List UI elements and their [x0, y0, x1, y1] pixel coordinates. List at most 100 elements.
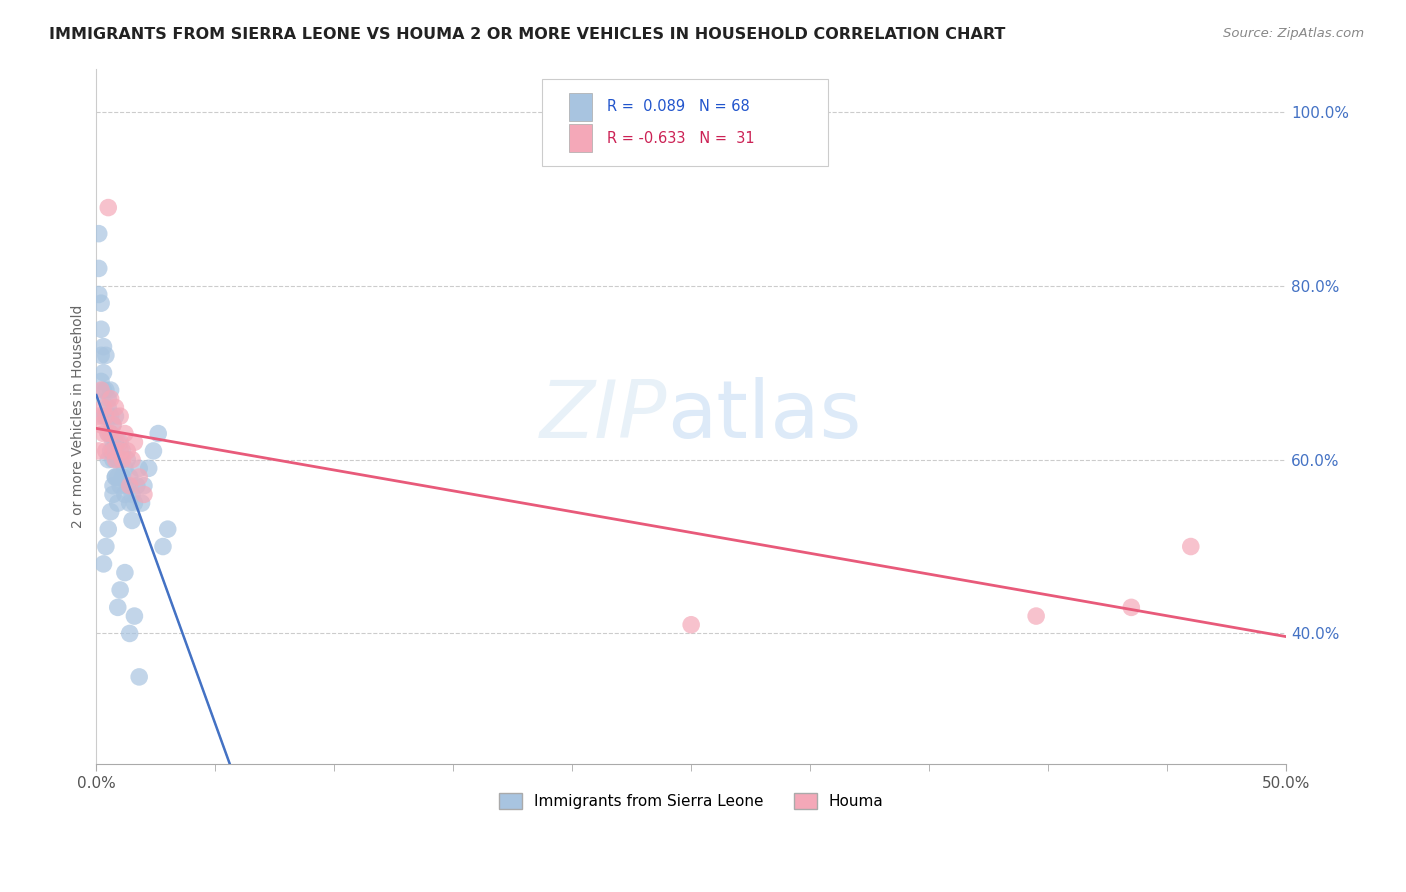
Point — [97, 426, 120, 441]
Point — [107, 452, 129, 467]
Point — [107, 435, 129, 450]
Point — [94, 383, 117, 397]
Point — [128, 670, 150, 684]
Point — [100, 392, 122, 406]
Point — [101, 487, 124, 501]
Point — [121, 513, 143, 527]
Point — [121, 487, 143, 501]
Point — [108, 435, 131, 450]
Point — [100, 426, 122, 441]
Point — [104, 452, 127, 467]
Point — [93, 340, 115, 354]
Point — [101, 444, 124, 458]
Point — [118, 479, 141, 493]
Point — [131, 496, 153, 510]
Point — [97, 452, 120, 467]
Point — [124, 609, 146, 624]
Text: atlas: atlas — [668, 377, 862, 455]
Point — [87, 227, 110, 241]
Point — [94, 348, 117, 362]
Point — [94, 409, 117, 424]
Point — [104, 444, 127, 458]
Point — [142, 444, 165, 458]
Point — [138, 461, 160, 475]
Point — [117, 452, 139, 467]
Point — [114, 461, 136, 475]
Point — [132, 487, 155, 501]
Point — [156, 522, 179, 536]
Point — [94, 540, 117, 554]
Text: ZIP: ZIP — [540, 377, 668, 455]
Point — [101, 435, 124, 450]
Point — [104, 470, 127, 484]
Point — [107, 496, 129, 510]
Point — [90, 375, 112, 389]
Text: IMMIGRANTS FROM SIERRA LEONE VS HOUMA 2 OR MORE VEHICLES IN HOUSEHOLD CORRELATIO: IMMIGRANTS FROM SIERRA LEONE VS HOUMA 2 … — [49, 27, 1005, 42]
Point — [97, 201, 120, 215]
Point — [93, 366, 115, 380]
Point — [94, 444, 117, 458]
Point — [114, 566, 136, 580]
Point — [104, 401, 127, 415]
Point — [104, 470, 127, 484]
Point — [114, 487, 136, 501]
Point — [100, 383, 122, 397]
Point — [118, 496, 141, 510]
Point — [117, 444, 139, 458]
Point — [118, 470, 141, 484]
Point — [681, 617, 703, 632]
Point — [107, 600, 129, 615]
Point — [97, 522, 120, 536]
Point — [100, 426, 122, 441]
Point — [90, 348, 112, 362]
Point — [101, 417, 124, 432]
Point — [128, 470, 150, 484]
Point — [104, 409, 127, 424]
Point — [101, 479, 124, 493]
Point — [93, 557, 115, 571]
Point — [108, 444, 131, 458]
Point — [90, 417, 112, 432]
Point — [117, 479, 139, 493]
Point — [121, 452, 143, 467]
Point — [100, 409, 122, 424]
Point — [124, 496, 146, 510]
FancyBboxPatch shape — [568, 124, 592, 152]
Point — [90, 383, 112, 397]
Point — [128, 461, 150, 475]
Text: Source: ZipAtlas.com: Source: ZipAtlas.com — [1223, 27, 1364, 40]
Text: R =  0.089   N = 68: R = 0.089 N = 68 — [607, 99, 749, 114]
Point — [90, 322, 112, 336]
Point — [108, 452, 131, 467]
Point — [101, 417, 124, 432]
Point — [108, 582, 131, 597]
Point — [94, 409, 117, 424]
Point — [97, 392, 120, 406]
Y-axis label: 2 or more Vehicles in Household: 2 or more Vehicles in Household — [72, 304, 86, 528]
Point — [87, 287, 110, 301]
Point — [114, 426, 136, 441]
Point — [104, 435, 127, 450]
Point — [93, 383, 115, 397]
Point — [97, 426, 120, 441]
Point — [93, 401, 115, 415]
Point — [111, 444, 134, 458]
Point — [101, 452, 124, 467]
Point — [152, 540, 174, 554]
Point — [107, 470, 129, 484]
Point — [100, 444, 122, 458]
FancyBboxPatch shape — [568, 93, 592, 120]
Point — [1180, 540, 1202, 554]
Point — [108, 409, 131, 424]
Point — [124, 435, 146, 450]
Point — [111, 452, 134, 467]
Point — [87, 444, 110, 458]
Point — [111, 470, 134, 484]
FancyBboxPatch shape — [543, 79, 828, 166]
Point — [87, 409, 110, 424]
Point — [90, 296, 112, 310]
Point — [132, 479, 155, 493]
Point — [118, 626, 141, 640]
Text: R = -0.633   N =  31: R = -0.633 N = 31 — [607, 130, 754, 145]
Point — [87, 261, 110, 276]
